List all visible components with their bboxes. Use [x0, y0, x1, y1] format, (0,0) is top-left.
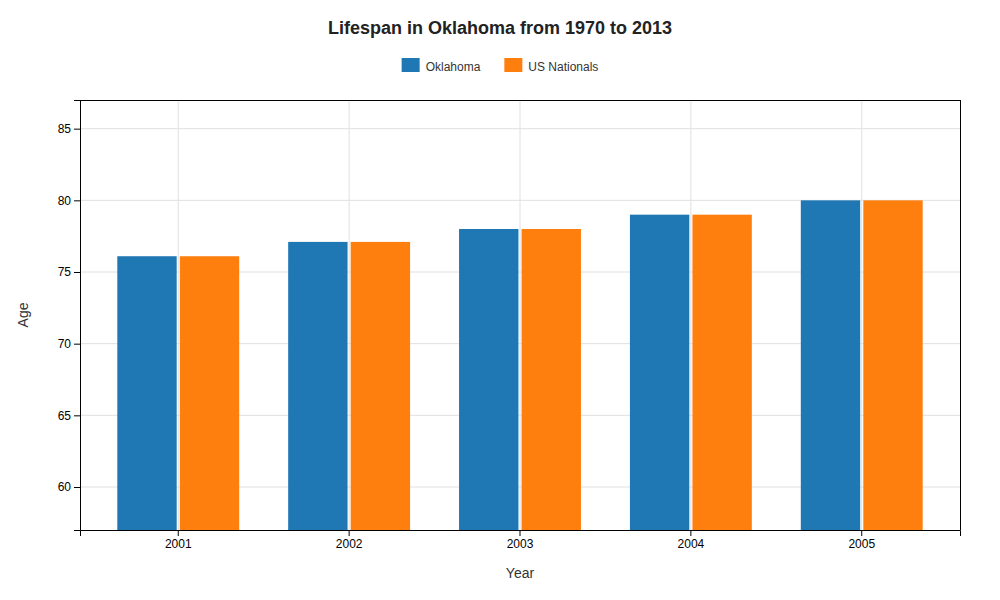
bar: [351, 242, 410, 530]
x-axis-line: [81, 531, 961, 537]
y-tick-mark: [74, 272, 80, 273]
x-tick-label: 2001: [165, 537, 192, 551]
y-tick-mark: [74, 487, 80, 488]
x-tick-mark: [520, 530, 521, 536]
bar: [288, 242, 347, 530]
y-axis-line: [74, 101, 81, 531]
bar: [180, 256, 239, 530]
chart: 2001 2002 2003 2004 2005 60 65 70 75 80 85 Year Age L…: [0, 0, 1000, 600]
legend: Oklahoma US Nationals: [402, 58, 599, 74]
bar-series: [117, 200, 860, 530]
bar-series: [180, 200, 923, 530]
legend-swatch: [504, 58, 522, 72]
y-tick-label: 60: [58, 480, 72, 494]
y-tick: 80: [58, 194, 80, 208]
y-tick: 75: [58, 265, 80, 279]
grid-line: [178, 100, 179, 530]
grid-line: [861, 100, 862, 530]
legend-item: US Nationals: [504, 58, 598, 74]
y-axis: 60 65 70 75 80 85: [58, 101, 81, 531]
y-tick: 65: [58, 409, 80, 423]
x-tick-mark: [690, 530, 691, 536]
plot-frame: [960, 100, 961, 530]
x-tick-mark: [861, 530, 862, 536]
x-tick-mark: [178, 530, 179, 536]
bar: [522, 229, 581, 530]
y-tick: 70: [58, 337, 80, 351]
bar: [692, 215, 751, 530]
x-tick-label: 2004: [678, 537, 705, 551]
bar: [630, 215, 689, 530]
x-tick-label: 2002: [336, 537, 363, 551]
y-tick-label: 65: [58, 409, 72, 423]
x-tick-label: 2003: [507, 537, 534, 551]
y-tick-label: 85: [58, 122, 72, 136]
plot-frame: [80, 100, 960, 101]
legend-label: Oklahoma: [426, 60, 481, 74]
x-tick: 2001: [165, 530, 192, 551]
y-tick: 60: [58, 480, 80, 494]
y-tick-label: 80: [58, 194, 72, 208]
y-tick: 85: [58, 122, 80, 136]
grid-line: [520, 100, 521, 530]
x-tick-mark: [349, 530, 350, 536]
grid-line: [349, 100, 350, 530]
x-tick: 2003: [507, 530, 534, 551]
y-tick-mark: [74, 129, 80, 130]
legend-swatch: [402, 58, 420, 72]
plot-background: [80, 100, 960, 530]
y-tick-mark: [74, 344, 80, 345]
y-tick-label: 75: [58, 265, 72, 279]
x-tick: 2004: [678, 530, 705, 551]
bars: [117, 200, 922, 530]
bar: [459, 229, 518, 530]
y-axis-title: Age: [15, 302, 31, 327]
x-tick: 2005: [848, 530, 875, 551]
legend-label: US Nationals: [528, 60, 598, 74]
y-tick-label: 70: [58, 337, 72, 351]
y-tick-mark: [74, 415, 80, 416]
y-tick-mark: [74, 200, 80, 201]
grid: [80, 100, 960, 530]
bar: [863, 200, 922, 530]
legend-item: Oklahoma: [402, 58, 481, 74]
x-axis: 2001 2002 2003 2004 2005: [81, 530, 961, 551]
x-tick-label: 2005: [848, 537, 875, 551]
grid-line: [690, 100, 691, 530]
x-tick: 2002: [336, 530, 363, 551]
bar: [117, 256, 176, 530]
plot: 2001 2002 2003 2004 2005 60 65 70 75 80 85: [58, 100, 961, 551]
x-axis-title: Year: [506, 565, 535, 581]
chart-title: Lifespan in Oklahoma from 1970 to 2013: [328, 18, 672, 38]
bar: [801, 200, 860, 530]
